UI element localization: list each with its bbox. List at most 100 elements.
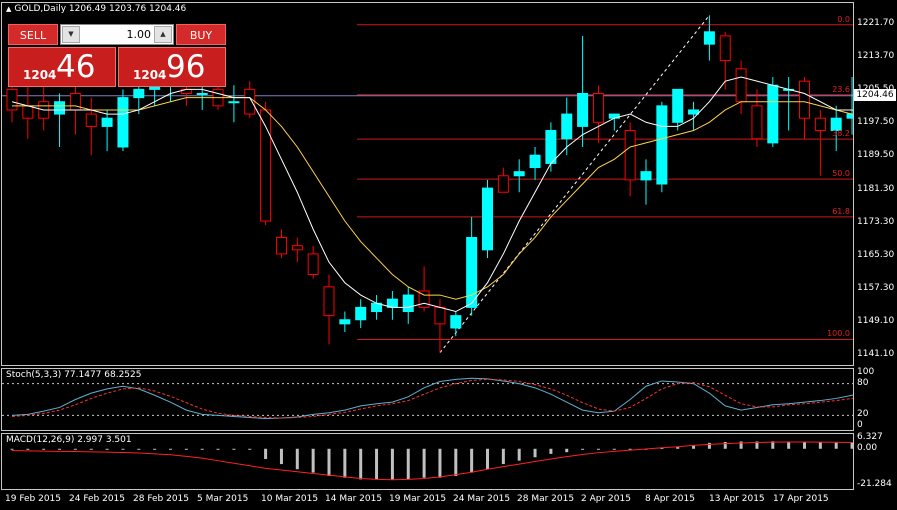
lot-decrease-icon[interactable]: ▼	[62, 26, 80, 43]
lot-size-box: ▼ ▲	[60, 24, 174, 45]
sell-price-small: 1204	[23, 68, 57, 82]
macd-histogram-bar	[264, 448, 268, 459]
lot-size-input[interactable]	[81, 26, 153, 43]
candle-body	[482, 187, 493, 251]
macd-histogram-bar	[327, 448, 331, 477]
price-chart-pane[interactable]: ▲ GOLD,Daily 1206.49 1203.76 1204.46 0.0 2…	[1, 2, 854, 366]
fibo-level-label: 100.0	[827, 329, 850, 339]
macd-histogram-bar	[454, 448, 458, 477]
candle-body	[688, 109, 700, 115]
collapse-triangle-icon[interactable]: ▲	[6, 5, 12, 13]
sell-price-big: 46	[56, 49, 96, 85]
time-axis-label: 19 Feb 2015	[5, 494, 62, 504]
macd-histogram-bar	[105, 448, 109, 450]
current-price-tag: 1204.46	[854, 88, 896, 101]
macd-histogram-bar	[787, 441, 791, 449]
fibo-level-label: 61.8	[832, 206, 850, 216]
sell-price-box[interactable]: 1204 46	[8, 47, 116, 87]
price-axis-label: 1181.30	[857, 183, 895, 194]
macd-histogram-bar	[184, 448, 188, 450]
stoch-main-line	[11, 377, 853, 420]
price-axis-label: 1173.30	[857, 216, 895, 227]
macd-histogram-bar	[73, 448, 77, 450]
macd-histogram-bar	[58, 448, 62, 450]
buy-price-small: 1204	[133, 68, 167, 82]
sell-button[interactable]: SELL	[8, 24, 58, 45]
macd-histogram-bar	[565, 448, 569, 453]
macd-axis: 6.327 0.00 -21.284	[855, 432, 897, 490]
candle-body	[466, 236, 478, 308]
candle	[497, 167, 509, 193]
macd-histogram-bar	[707, 442, 711, 449]
candle	[228, 85, 240, 123]
macd-histogram-bar	[390, 448, 394, 480]
candle-body	[228, 101, 240, 104]
time-axis-label: 28 Feb 2015	[133, 494, 190, 504]
candle-body	[307, 253, 319, 276]
candle-body	[133, 88, 145, 99]
candle-body	[101, 117, 113, 127]
candle	[624, 122, 636, 197]
macd-histogram-bar	[200, 448, 204, 450]
lot-increase-icon[interactable]: ▲	[154, 26, 172, 43]
candle	[529, 146, 541, 180]
macd-histogram-bar	[279, 448, 283, 465]
candle-body	[196, 93, 208, 95]
candle-body	[577, 93, 589, 127]
macd-histogram-bar	[692, 445, 696, 449]
macd-histogram-bar	[549, 448, 553, 454]
candle-body	[672, 88, 684, 123]
candle-body	[497, 175, 509, 193]
macd-histogram-bar	[501, 448, 505, 465]
macd-histogram-bar	[42, 448, 46, 450]
stoch-axis-label: 20	[857, 409, 869, 420]
macd-histogram-bar	[850, 442, 853, 449]
candle	[402, 286, 414, 324]
candle	[656, 101, 668, 193]
price-axis[interactable]: 1221.701213.701205.501197.501189.501181.…	[855, 2, 897, 366]
time-axis-label: 17 Apr 2015	[773, 494, 829, 504]
time-axis-label: 28 Mar 2015	[517, 494, 575, 504]
candle	[85, 97, 97, 156]
price-axis-label: 1157.30	[857, 282, 895, 293]
macd-histogram-bar	[343, 448, 347, 478]
candle	[577, 35, 589, 147]
candle-body	[830, 117, 842, 132]
stoch-axis-label: 0	[857, 420, 863, 430]
macd-histogram-bar	[169, 448, 172, 450]
candle	[799, 77, 810, 139]
fibo-level-label: 23.6	[832, 84, 850, 94]
macd-histogram-bar	[628, 448, 632, 450]
macd-axis-label: -21.284	[857, 479, 892, 489]
stochastic-pane[interactable]: Stoch(5,3,3) 77.1477 68.2525	[1, 368, 854, 431]
macd-histogram-bar	[803, 441, 806, 449]
time-axis-label: 14 Mar 2015	[325, 494, 383, 504]
macd-pane[interactable]: MACD(12,26,9) 2.997 3.501	[1, 433, 854, 490]
candle-body	[54, 101, 66, 115]
candle	[54, 93, 66, 147]
price-axis-label: 1197.50	[857, 117, 895, 128]
fibo-trendline	[439, 15, 710, 353]
buy-price-box[interactable]: 1204 96	[118, 47, 226, 87]
candle-body	[418, 290, 430, 308]
macd-histogram-bar	[295, 448, 299, 470]
buy-button[interactable]: BUY	[176, 24, 226, 45]
candle-body	[85, 113, 97, 127]
macd-histogram-bar	[422, 448, 426, 478]
macd-histogram-bar	[818, 442, 822, 449]
candle-body	[799, 80, 810, 119]
candle-body	[846, 113, 853, 119]
stochastic-canvas[interactable]	[2, 369, 853, 430]
macd-histogram-bar	[438, 448, 442, 478]
price-chart-canvas[interactable]	[2, 3, 853, 365]
macd-histogram-bar	[581, 448, 585, 450]
price-axis-label: 1213.70	[857, 50, 895, 61]
macd-canvas[interactable]	[2, 434, 853, 489]
macd-histogram-bar	[834, 442, 838, 449]
price-axis-label: 1189.50	[857, 150, 895, 161]
symbol-header-text: GOLD,Daily 1206.49 1203.76 1204.46	[14, 4, 187, 14]
time-axis-label: 5 Mar 2015	[197, 494, 249, 504]
candle	[751, 89, 763, 147]
candle	[672, 88, 684, 131]
macd-axis-label: 6.327	[857, 432, 883, 442]
